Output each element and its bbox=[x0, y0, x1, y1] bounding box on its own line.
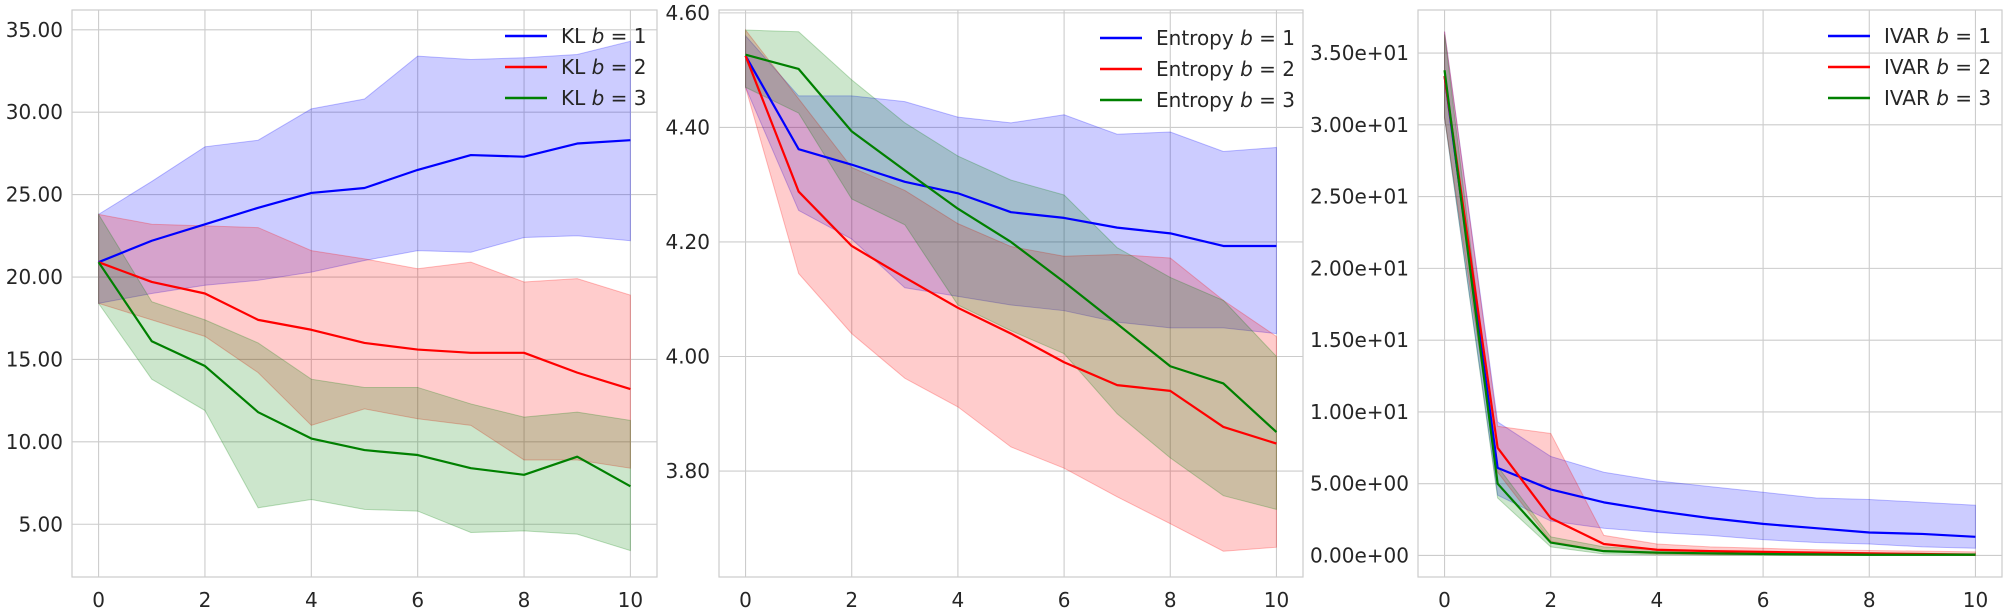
kl-legend-label: KL b = 3 bbox=[561, 86, 647, 110]
ivar-y-tick-label: 1.00e+01 bbox=[1310, 400, 1409, 424]
kl-legend-item-3: KL b = 3 bbox=[505, 86, 647, 110]
ivar-y-ticks: 0.00e+00 5.00e+00 1.00e+01 1.50e+01 2.00e+01… bbox=[1310, 41, 1409, 567]
entropy-x-tick-label: 4 bbox=[952, 588, 965, 611]
ivar-x-tick-label: 4 bbox=[1651, 588, 1664, 611]
ivar-legend-item-2: IVAR b = 2 bbox=[1828, 55, 1991, 79]
ivar-y-tick-label: 3.50e+01 bbox=[1310, 41, 1409, 65]
entropy-y-tick-label: 4.20 bbox=[665, 230, 710, 254]
ivar-series-line-3 bbox=[1443, 70, 1976, 556]
entropy-band-2 bbox=[745, 28, 1277, 552]
kl-series-line-1 bbox=[98, 139, 631, 264]
ivar-x-tick-label: 10 bbox=[1963, 588, 1988, 611]
entropy-x-ticks: 0 2 4 6 8 10 bbox=[739, 588, 1289, 611]
kl-x-tick-label: 2 bbox=[199, 588, 212, 611]
kl-x-tick-label: 0 bbox=[92, 588, 105, 611]
ivar-y-tick-label: 5.00e+00 bbox=[1310, 472, 1409, 496]
kl-grid bbox=[72, 10, 657, 577]
entropy-y-ticks: 3.80 4.00 4.20 4.40 4.60 bbox=[665, 1, 710, 483]
kl-legend-label: KL b = 1 bbox=[561, 24, 647, 48]
entropy-y-tick-label: 4.00 bbox=[665, 345, 710, 369]
entropy-chart-panel: 0 2 4 6 8 10 3.80 4.00 4.20 4.40 4.60 Entropy b =… bbox=[665, 1, 1304, 611]
kl-chart-panel: 0 2 4 6 8 10 5.00 10.00 15.00 20.00 25.00 30.00 35.… bbox=[6, 9, 658, 611]
ivar-series-line-1 bbox=[1443, 75, 1976, 538]
ivar-series-line-2 bbox=[1443, 75, 1976, 556]
ivar-legend: IVAR b = 1 IVAR b = 2 IVAR b = 3 bbox=[1828, 24, 1991, 110]
kl-bands bbox=[98, 40, 631, 552]
kl-x-tick-label: 10 bbox=[618, 588, 643, 611]
kl-y-ticks: 5.00 10.00 15.00 20.00 25.00 30.00 35.00 bbox=[6, 18, 63, 536]
kl-y-tick-label: 30.00 bbox=[6, 100, 63, 124]
kl-plot-area bbox=[71, 9, 658, 578]
kl-series-line-2 bbox=[98, 261, 631, 391]
entropy-x-tick-label: 8 bbox=[1164, 588, 1177, 611]
entropy-legend-label: Entropy b = 3 bbox=[1156, 88, 1295, 112]
ivar-y-tick-label: 2.00e+01 bbox=[1310, 256, 1409, 280]
entropy-series-line-1 bbox=[744, 55, 1277, 248]
entropy-y-tick-label: 4.40 bbox=[665, 115, 710, 139]
kl-y-tick-label: 25.00 bbox=[6, 183, 63, 207]
entropy-grid bbox=[719, 10, 1303, 577]
ivar-y-tick-label: 3.00e+01 bbox=[1310, 113, 1409, 137]
kl-y-tick-label: 35.00 bbox=[6, 18, 63, 42]
ivar-grid bbox=[1418, 10, 2002, 577]
ivar-legend-label: IVAR b = 3 bbox=[1884, 86, 1991, 110]
entropy-plot-area bbox=[718, 9, 1304, 578]
entropy-legend-item-2: Entropy b = 2 bbox=[1100, 57, 1295, 81]
kl-y-tick-label: 15.00 bbox=[6, 347, 63, 371]
kl-band-1 bbox=[98, 40, 631, 304]
entropy-legend-label: Entropy b = 2 bbox=[1156, 57, 1295, 81]
ivar-plot-area bbox=[1417, 9, 2003, 578]
entropy-y-tick-label: 4.60 bbox=[665, 1, 710, 25]
kl-series-line-3 bbox=[97, 261, 631, 488]
entropy-legend-item-3: Entropy b = 3 bbox=[1100, 88, 1295, 112]
ivar-x-ticks: 0 2 4 6 8 10 bbox=[1438, 588, 1988, 611]
entropy-legend-item-1: Entropy b = 1 bbox=[1100, 26, 1295, 50]
kl-x-ticks: 0 2 4 6 8 10 bbox=[92, 588, 643, 611]
ivar-x-tick-label: 8 bbox=[1863, 588, 1876, 611]
ivar-legend-item-1: IVAR b = 1 bbox=[1828, 24, 1991, 48]
kl-x-tick-label: 6 bbox=[411, 588, 424, 611]
kl-y-tick-label: 20.00 bbox=[6, 265, 63, 289]
entropy-lines bbox=[744, 53, 1278, 445]
ivar-legend-item-3: IVAR b = 3 bbox=[1828, 86, 1991, 110]
kl-band-2 bbox=[98, 213, 631, 469]
ivar-lines bbox=[1443, 70, 1976, 556]
kl-x-tick-label: 4 bbox=[305, 588, 318, 611]
ivar-legend-label: IVAR b = 1 bbox=[1884, 24, 1991, 48]
ivar-x-tick-label: 2 bbox=[1544, 588, 1557, 611]
entropy-x-tick-label: 6 bbox=[1058, 588, 1071, 611]
kl-x-tick-label: 8 bbox=[518, 588, 531, 611]
kl-legend-item-2: KL b = 2 bbox=[505, 55, 647, 79]
ivar-legend-label: IVAR b = 2 bbox=[1884, 55, 1991, 79]
kl-legend-item-1: KL b = 1 bbox=[505, 24, 647, 48]
entropy-legend-label: Entropy b = 1 bbox=[1156, 26, 1295, 50]
ivar-y-tick-label: 0.00e+00 bbox=[1310, 543, 1409, 567]
entropy-band-1 bbox=[745, 34, 1277, 335]
ivar-band-1 bbox=[1444, 31, 1976, 549]
entropy-x-tick-label: 2 bbox=[845, 588, 858, 611]
kl-lines bbox=[97, 139, 631, 488]
kl-y-tick-label: 5.00 bbox=[18, 512, 63, 536]
ivar-x-tick-label: 6 bbox=[1757, 588, 1770, 611]
entropy-x-tick-label: 0 bbox=[739, 588, 752, 611]
entropy-legend: Entropy b = 1 Entropy b = 2 Entropy b = 3 bbox=[1100, 26, 1295, 112]
entropy-series-line-2 bbox=[744, 55, 1277, 445]
kl-y-tick-label: 10.00 bbox=[6, 430, 63, 454]
ivar-y-tick-label: 2.50e+01 bbox=[1310, 185, 1409, 209]
kl-band-3 bbox=[98, 212, 631, 552]
ivar-y-tick-label: 1.50e+01 bbox=[1310, 328, 1409, 352]
kl-legend: KL b = 1 KL b = 2 KL b = 3 bbox=[505, 24, 647, 110]
entropy-series-line-3 bbox=[745, 53, 1278, 433]
entropy-x-tick-label: 10 bbox=[1264, 588, 1289, 611]
ivar-chart-panel: 0 2 4 6 8 10 0.00e+00 5.00e+00 1.00e+01 1.50e+01… bbox=[1310, 9, 2003, 611]
ivar-x-tick-label: 0 bbox=[1438, 588, 1451, 611]
entropy-y-tick-label: 3.80 bbox=[665, 459, 710, 483]
kl-legend-label: KL b = 2 bbox=[561, 55, 647, 79]
